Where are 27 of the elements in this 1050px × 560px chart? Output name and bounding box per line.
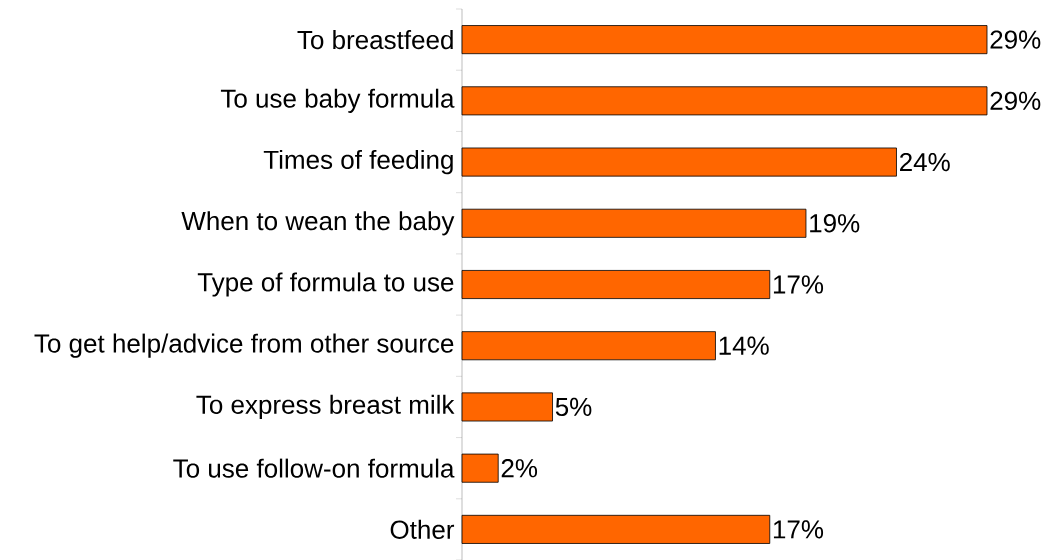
y-tick-label: Type of formula to use <box>197 272 454 297</box>
data-label: 17% <box>773 520 824 539</box>
y-tick-label: To use baby formula <box>220 88 455 113</box>
y-tick-label: Times of feeding <box>263 149 453 175</box>
y-tick-label: To use follow-on formula <box>173 458 455 478</box>
y-tick-label: Other <box>390 519 455 539</box>
data-label: 29% <box>990 91 1041 111</box>
bar <box>461 392 553 422</box>
data-label: 29% <box>990 30 1041 49</box>
data-label: 17% <box>773 275 824 294</box>
bar <box>461 514 771 544</box>
bar <box>461 453 499 483</box>
data-label: 24% <box>900 152 950 172</box>
bar <box>461 331 716 361</box>
y-tick-label: To breastfeed <box>297 30 453 50</box>
bar <box>461 86 988 116</box>
bar <box>461 147 897 177</box>
bar <box>461 208 807 238</box>
data-label: 5% <box>555 397 592 417</box>
bar <box>461 270 771 299</box>
y-tick-label: When to wean the baby <box>181 211 455 236</box>
y-tick-label: To express breast milk <box>196 394 455 420</box>
data-label: 14% <box>719 336 769 355</box>
data-label: 2% <box>501 459 538 478</box>
y-tick-label: To get help/advice from other source <box>34 333 454 358</box>
data-label: 19% <box>810 214 860 233</box>
bar <box>461 25 988 55</box>
